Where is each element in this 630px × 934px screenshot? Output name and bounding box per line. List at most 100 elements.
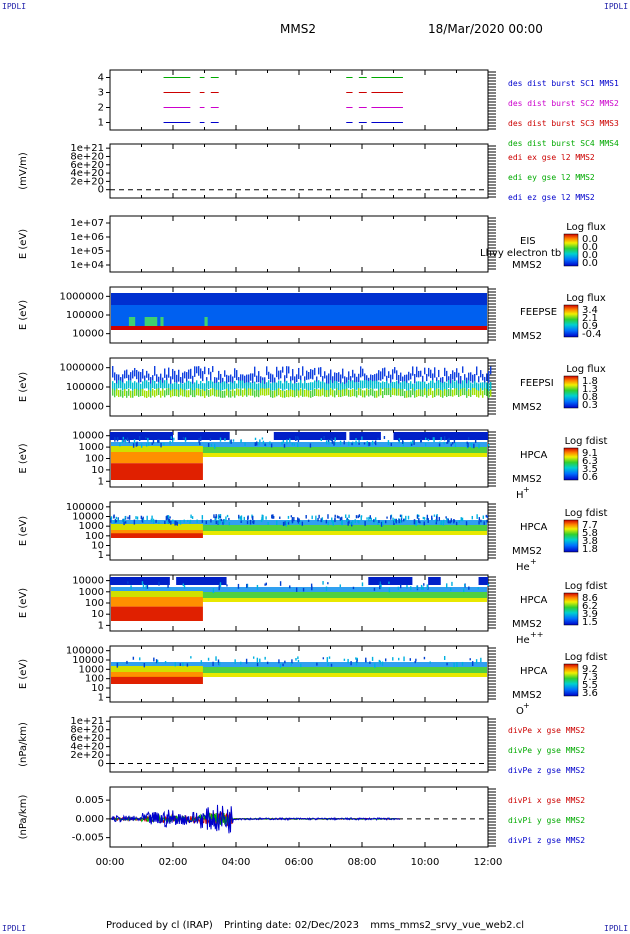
feepsi-spectrum-cell <box>488 383 490 392</box>
hpca_he-species-label: He <box>516 562 530 573</box>
divpe-legend-entry: divPe z gse MMS2 <box>508 766 585 775</box>
feepsi-spectrum-cell <box>488 390 490 398</box>
feepsi-spectrum-cell <box>324 371 326 379</box>
feepsi-spectrum-cell <box>444 367 446 377</box>
feepsi-spectrum-cell <box>426 390 428 398</box>
hpca_hepp-colorbar-tick: 8.6 <box>582 593 598 604</box>
feepsi-spectrum-cell <box>122 374 124 385</box>
hpca_hepp-speckle <box>310 583 313 587</box>
hpca_he-speckle <box>135 516 137 520</box>
feepsi-spectrum-cell <box>460 376 462 385</box>
hpca_hepp-colorbar-tick: 6.2 <box>582 601 598 612</box>
hpca_hepp-speckle <box>237 583 240 589</box>
hpca_he-speckle <box>482 515 485 519</box>
feepsi-spectrum-cell <box>482 390 484 398</box>
feepsi-spectrum-cell <box>376 373 378 384</box>
feepsi-spectrum-cell <box>268 388 270 396</box>
hpca_he-speckle <box>219 519 221 524</box>
eis-colorbar-gradient <box>563 233 579 267</box>
hpca_hepp-speckle <box>399 584 402 589</box>
hpca_h-speckle <box>411 440 414 445</box>
feepsi-spectrum-cell <box>410 381 412 390</box>
hpca_o-colorbar-title: Log fdist <box>565 652 608 663</box>
hpca_he-speckle <box>465 521 468 526</box>
feepsi-spectrum-cell <box>222 381 224 390</box>
hpca_h-speckle <box>265 443 267 447</box>
feepsi-spectrum-cell <box>370 374 372 386</box>
hpca_hepp-speckle <box>311 585 313 591</box>
feepsi-spectrum-cell <box>350 389 352 397</box>
feepsi-spectrum-cell <box>218 381 220 390</box>
feepsi-spectrum-cell <box>208 368 210 375</box>
hpca_o-speckle <box>469 658 471 661</box>
feepsi-spectrum-cell <box>292 369 294 381</box>
feepsi-spectrum-cell <box>418 381 420 390</box>
hpca_h-speckle <box>448 437 450 443</box>
feepsi-spectrum-cell <box>306 389 308 397</box>
hpca_he-speckle <box>476 514 478 519</box>
feepsi-spectrum-cell <box>254 381 256 390</box>
feepsi-spectrum-cell <box>414 374 416 384</box>
feepsi-spectrum-cell <box>482 382 484 391</box>
hpca_he-speckle <box>398 518 400 524</box>
hpca_hepp-speckle <box>422 586 424 590</box>
hpca_he-speckle <box>285 521 287 527</box>
feepsi-spectrum-cell <box>404 374 406 387</box>
feepsi-spectrum-cell <box>372 374 374 382</box>
feepsi-spectrum-cell <box>368 381 370 390</box>
hpca_o-y-tick-label: 100 <box>85 674 104 685</box>
feepsi-spectrum-cell <box>132 382 134 391</box>
feepsi-spectrum-cell <box>130 390 132 398</box>
hpca_h-speckle <box>269 441 271 445</box>
hpca_h-speckle <box>297 436 299 439</box>
feepse-colorbar-gradient <box>563 304 579 338</box>
hpca_he-speckle <box>418 514 420 517</box>
hpca_o-speckle <box>132 656 135 660</box>
feepsi-spectrum-cell <box>374 380 376 389</box>
feepsi-spectrum-cell <box>228 390 230 398</box>
feepsi-spectrum-cell <box>156 383 158 392</box>
hpca_hepp-speckle <box>410 586 412 591</box>
hpca_o-speckle <box>409 658 412 661</box>
feepsi-spectrum-cell <box>242 389 244 397</box>
hpca_hepp-speckle <box>468 586 470 590</box>
feepsi-spectrum-cell <box>486 382 488 391</box>
feepsi-spectrum-cell <box>308 371 310 380</box>
hpca_h-speckle <box>453 439 456 444</box>
hpca_hepp-y-tick-label: 100 <box>85 598 104 609</box>
hpca_hepp-speckle <box>246 583 249 589</box>
feepsi-spectrum-cell <box>224 381 226 390</box>
feepsi-spectrum-cell <box>396 388 398 396</box>
feepsi-spectrum-cell <box>370 388 372 396</box>
feepsi-spectrum-cell <box>188 390 190 398</box>
burst-legend-entry: des dist burst SC4 MMS4 <box>508 139 619 148</box>
hpca_h-blue-band <box>110 432 173 440</box>
feepsi-spectrum-cell <box>210 371 212 384</box>
feepsi-spectrum-cell <box>334 390 336 398</box>
hpca_h-speckle <box>467 437 470 440</box>
feepsi-spectrum-cell <box>366 380 368 389</box>
hpca_h-speckle <box>281 441 283 446</box>
hpca_he-speckle <box>276 520 278 526</box>
feepsi-spectrum-cell <box>148 373 150 381</box>
hpca_hepp-speckle <box>378 581 381 585</box>
hpca_h-speckle <box>171 439 174 443</box>
feepsi-spectrum-cell <box>264 388 266 396</box>
hpca_h-instrument-label: HPCA <box>520 450 548 461</box>
feepsi-spectrum-cell <box>344 388 346 396</box>
feepsi-spectrum-cell <box>292 383 294 392</box>
hpca_he-colorbar-tick: 5.8 <box>582 528 598 539</box>
hpca_he-speckle <box>175 520 177 525</box>
feepsi-colorbar-gradient <box>563 375 579 409</box>
feepsi-spectrum-cell <box>404 380 406 389</box>
hpca_he-speckle <box>240 520 242 523</box>
feepsi-spectrum-cell <box>214 383 216 392</box>
feepsi-spectrum-cell <box>376 380 378 389</box>
hpca_h-speckle <box>348 441 350 446</box>
feepsi-spectrum-cell <box>314 367 316 376</box>
feepsi-spectrum-cell <box>132 370 134 379</box>
hpca_o-speckle <box>355 657 357 660</box>
feepsi-spectrum-cell <box>176 382 178 391</box>
feepsi-spectrum-cell <box>324 382 326 391</box>
